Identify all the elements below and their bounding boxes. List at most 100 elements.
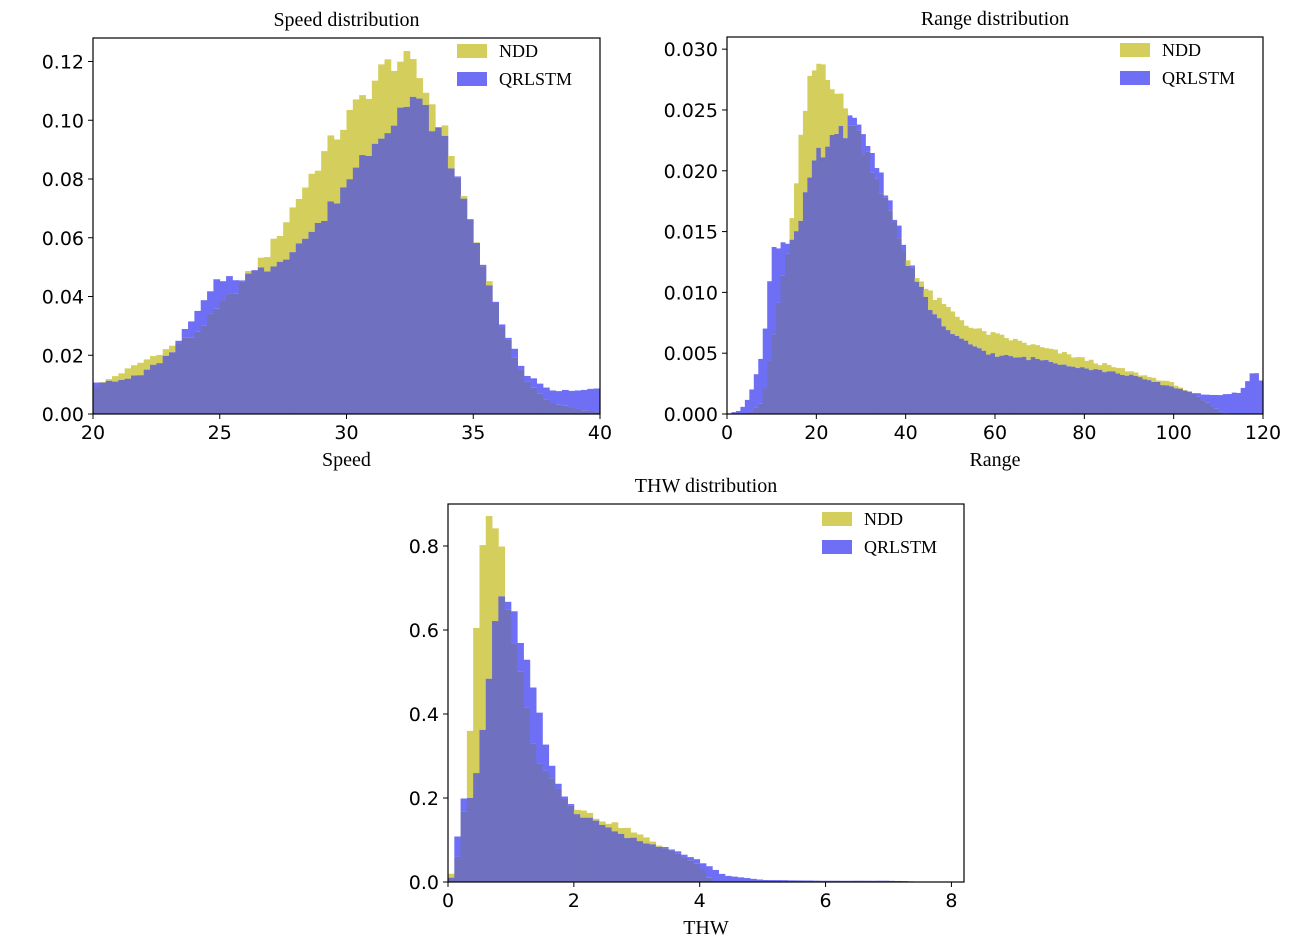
thw-bar-overlap [611,831,619,882]
range-bar-overlap [1164,385,1170,414]
range-bar-excess [1129,371,1134,375]
range-bar-excess [1258,380,1264,414]
thw-ytick-label: 0.0 [409,872,439,894]
thw-legend-label-qrlstm: QRLSTM [864,537,937,557]
speed-bar-excess [359,95,366,156]
range-bar-excess [767,281,773,361]
range-bar-overlap [910,267,915,414]
range-ytick-label: 0.010 [664,282,718,304]
range-xtick-label: 20 [804,422,828,444]
range-bar-excess [807,75,813,178]
thw-bar-excess [630,832,638,838]
thw-bar-excess [636,834,644,842]
speed-bar-excess [124,368,132,379]
speed-bar-overlap [359,155,366,414]
range-ytick-label: 0.005 [664,343,718,365]
range-bar-excess [1048,348,1054,363]
range-ytick-label: 0.015 [664,222,718,244]
range-ytick-label: 0.030 [664,39,718,61]
range-bar-overlap [1093,369,1099,414]
range-bar-overlap [1155,381,1161,414]
thw-bar-excess [661,847,669,849]
speed-bar-excess [219,281,227,301]
speed-bar-overlap [384,133,392,414]
speed-bar-overlap [238,281,246,414]
speed-bar-excess [112,376,119,382]
speed-bar-overlap [112,381,119,414]
speed-bar-overlap [213,308,221,414]
speed-bar-overlap [295,243,303,414]
speed-xtick-label: 40 [588,422,612,444]
thw-bar-excess [554,783,562,789]
range-bar-excess [1196,393,1201,397]
thw-bar-overlap [580,817,587,882]
speed-bar-excess [428,104,436,132]
range-bar-overlap [1191,393,1197,414]
speed-bar-excess [568,390,576,408]
speed-bar-excess [441,125,449,136]
range-bar-overlap [905,265,911,414]
range-bar-excess [1079,357,1085,368]
range-bar-excess [910,265,915,268]
range-bar-overlap [1182,390,1188,414]
range-bar-excess [1245,381,1250,414]
range-bar-excess [919,281,924,287]
range-bar-excess [771,247,777,335]
thw-bar-excess [548,765,556,779]
range-bar-excess [735,411,741,414]
speed-bar-excess [257,257,265,268]
range-chart-title: Range distribution [921,8,1069,30]
speed-bar-overlap [302,238,309,414]
speed-bar-excess [549,390,557,404]
speed-bar-overlap [194,331,202,414]
thw-bar-excess [800,880,808,882]
thw-bar-excess [724,875,732,882]
range-bar-excess [1115,367,1121,374]
range-bar-excess [999,334,1005,356]
speed-bar-excess [409,58,417,97]
thw-bar-excess [850,880,858,882]
range-bar-overlap [883,197,889,414]
range-bar-excess [1075,357,1081,369]
speed-ytick-label: 0.00 [42,404,84,426]
thw-bar-excess [504,601,512,610]
speed-bar-excess [105,379,113,381]
speed-bar-excess [295,199,303,244]
range-bar-overlap [1209,406,1215,414]
range-bar-excess [861,134,866,155]
thw-bar-overlap [529,743,537,882]
speed-bar-excess [397,61,404,108]
range-bar-overlap [753,407,759,414]
range-bar-excess [1133,372,1139,377]
speed-bar-excess [403,51,411,107]
range-ytick-label: 0.000 [664,404,718,426]
range-bar-excess [1142,375,1148,380]
range-bar-overlap [758,403,764,414]
thw-legend-swatch-qrlstm [822,540,852,554]
range-bar-excess [829,89,835,136]
range-bar-excess [972,328,978,347]
range-bar-overlap [771,334,777,414]
thw-xtick-label: 8 [945,890,957,912]
speed-bar-overlap [181,337,189,414]
range-bar-excess [785,243,790,254]
thw-bar-excess [624,827,631,839]
thw-bar-overlap [498,596,506,882]
speed-bar-excess [498,324,506,328]
thw-bar-overlap [605,827,613,882]
range-bar-excess [977,328,982,349]
range-bar-overlap [1044,360,1049,414]
range-bar-excess [1213,394,1219,409]
thw-bar-excess [605,823,613,828]
range-bar-overlap [990,353,996,414]
thw-bar-excess [712,869,719,882]
speed-bar-excess [143,359,151,370]
thw-xtick-label: 6 [820,890,832,912]
thw-bar-overlap [680,857,688,882]
range-bar-excess [802,110,808,193]
thw-bar-excess [882,880,889,882]
range-bar-overlap [785,253,790,414]
range-bar-overlap [1012,357,1018,414]
speed-bar-excess [555,391,563,405]
